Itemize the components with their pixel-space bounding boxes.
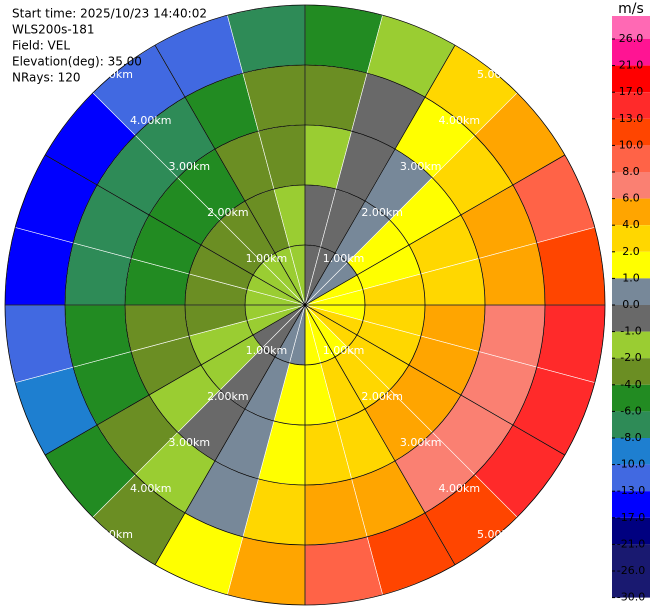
- colorbar-band: [612, 145, 650, 172]
- range-label: 3.00km: [169, 160, 211, 173]
- range-label: 3.00km: [400, 160, 442, 173]
- colorbar-label: -6.0: [620, 404, 641, 417]
- colorbar-band: [612, 305, 650, 332]
- colorbar-label: -26.0: [617, 564, 645, 577]
- colorbar-band: [612, 92, 650, 119]
- info-line: Elevation(deg): 35.00: [12, 55, 142, 69]
- colorbar-label: 21.0: [619, 59, 644, 72]
- range-label: 5.00km: [91, 68, 133, 81]
- range-label: 3.00km: [169, 436, 211, 449]
- colorbar-label: 1.0: [622, 271, 640, 284]
- colorbar-band: [612, 39, 650, 66]
- colorbar-label: 4.0: [622, 218, 640, 231]
- colorbar-band: [612, 16, 650, 39]
- colorbar-label: -10.0: [617, 458, 645, 471]
- colorbar-units: m/s: [618, 1, 644, 17]
- range-label: 1.00km: [246, 252, 288, 265]
- colorbar-label: -21.0: [617, 537, 645, 550]
- range-label: 1.00km: [323, 252, 365, 265]
- colorbar-band: [612, 198, 650, 226]
- colorbar-band: [612, 358, 650, 385]
- colorbar-label: 6.0: [622, 192, 640, 205]
- colorbar-label: -2.0: [620, 351, 641, 364]
- colorbar-label: -13.0: [617, 484, 645, 497]
- colorbar-label: 13.0: [619, 112, 644, 125]
- colorbar-band: [612, 438, 650, 465]
- colorbar-band: [612, 118, 650, 146]
- range-label: 1.00km: [246, 344, 288, 357]
- colorbar-band: [612, 571, 650, 598]
- colorbar-label: 8.0: [622, 165, 640, 178]
- colorbar-band: [612, 544, 650, 571]
- info-box: Start time: 2025/10/23 14:40:02 WLS200s-1…: [12, 7, 207, 85]
- colorbar-band: [612, 491, 650, 518]
- colorbar-label: -1.0: [620, 325, 641, 338]
- range-label: 4.00km: [438, 482, 480, 495]
- colorbar-label: -4.0: [620, 378, 641, 391]
- range-label: 5.00km: [477, 68, 519, 81]
- range-label: 2.00km: [361, 390, 403, 403]
- grid: 1.00km 1.00km 1.00km 1.00km 2.00km 2.00km 2.00…: [4, 4, 606, 606]
- info-line: Start time: 2025/10/23 14:40:02: [12, 7, 207, 21]
- colorbar-label: -17.0: [617, 511, 645, 524]
- colorbar-label: -30.0: [617, 591, 645, 604]
- colorbar-band: [612, 278, 650, 305]
- range-label: 5.00km: [477, 528, 519, 541]
- colorbar-label: 17.0: [619, 85, 644, 98]
- colorbar-band: [612, 517, 650, 545]
- colorbar-band: [612, 225, 650, 252]
- radial-line: [154, 44, 456, 566]
- range-label: 2.00km: [207, 206, 249, 219]
- colorbar-band: [612, 464, 650, 492]
- colorbar-label: 26.0: [619, 32, 644, 45]
- range-ring: [244, 244, 366, 366]
- range-label: 5.00km: [91, 528, 133, 541]
- info-line: NRays: 120: [12, 71, 81, 85]
- colorbar-label: -8.0: [620, 431, 641, 444]
- range-label: 2.00km: [361, 206, 403, 219]
- colorbar-label: 2.0: [622, 245, 640, 258]
- colorbar-label: 0.0: [622, 298, 640, 311]
- colorbar-band: [612, 331, 650, 359]
- info-line: Field: VEL: [12, 39, 70, 53]
- range-ring: [124, 124, 486, 486]
- range-label: 3.00km: [400, 436, 442, 449]
- info-line: WLS200s-181: [12, 23, 95, 37]
- range-label: 4.00km: [130, 482, 172, 495]
- colorbar: m/s 26.0 21.0 17.0 13.0 10.0 8.0 6.0 4.0 2.0 1.0 0.…: [612, 1, 650, 604]
- colorbar-band: [612, 384, 650, 412]
- range-ring: [4, 4, 606, 606]
- colorbar-label: 10.0: [619, 138, 644, 151]
- range-label: 2.00km: [207, 390, 249, 403]
- range-label: 1.00km: [323, 344, 365, 357]
- range-label: 4.00km: [130, 114, 172, 127]
- colorbar-band: [612, 251, 650, 279]
- range-label: 4.00km: [438, 114, 480, 127]
- colorbar-band: [612, 411, 650, 438]
- range-ring: [64, 64, 546, 546]
- colorbar-band: [612, 172, 650, 199]
- colorbar-band: [612, 65, 650, 93]
- range-ring: [184, 184, 426, 426]
